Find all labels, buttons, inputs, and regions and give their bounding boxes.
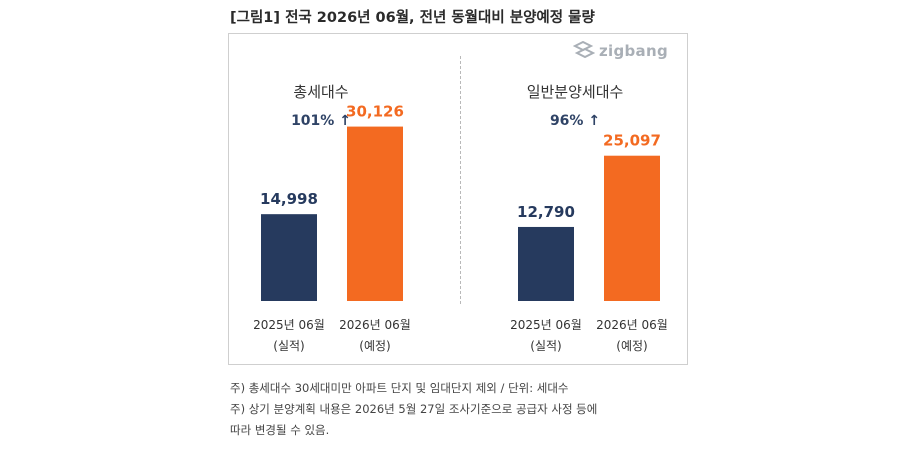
category-sublabel: (실적) [273, 339, 304, 353]
figure-title: [그림1] 전국 2026년 06월, 전년 동월대비 분양예정 물량 [230, 10, 595, 26]
category-label: 2025년 06월 [510, 318, 582, 332]
chart-title: 총세대수 [293, 83, 348, 101]
change-label: 96% ↑ [550, 113, 600, 129]
value-label: 30,126 [346, 103, 404, 121]
chart-panel: zigbang 총세대수 101% ↑ 14,998 2025년 06월 (실적) 30,… [228, 33, 688, 365]
value-label: 25,097 [603, 132, 661, 150]
chart-title: 일반분양세대수 [527, 83, 624, 101]
category-sublabel: (실적) [530, 339, 561, 353]
panel-divider [460, 56, 461, 304]
zigbang-logo-icon [573, 41, 595, 59]
bar-charts: 총세대수 101% ↑ 14,998 2025년 06월 (실적) 30,126 2026년… [253, 83, 668, 353]
category-label: 2025년 06월 [253, 318, 325, 332]
bar [518, 226, 574, 301]
footnote-2: 주) 상기 분양계획 내용은 2026년 5월 27일 조사기준으로 공급자 사… [230, 402, 598, 416]
logo-text: zigbang [599, 42, 668, 60]
value-label: 12,790 [517, 203, 575, 221]
change-label: 101% ↑ [291, 113, 351, 129]
footnote-1: 주) 총세대수 30세대미만 아파트 단지 및 임대단지 제외 / 단위: 세대… [230, 381, 569, 395]
bar [261, 214, 317, 301]
zigbang-logo: zigbang [573, 40, 683, 62]
value-label: 14,998 [260, 190, 318, 208]
category-sublabel: (예정) [359, 339, 390, 353]
category-sublabel: (예정) [616, 339, 647, 353]
bar [347, 126, 403, 301]
category-label: 2026년 06월 [339, 318, 411, 332]
category-label: 2026년 06월 [596, 318, 668, 332]
footnote-3: 따라 변경될 수 있음. [230, 423, 330, 437]
bar [604, 155, 660, 301]
